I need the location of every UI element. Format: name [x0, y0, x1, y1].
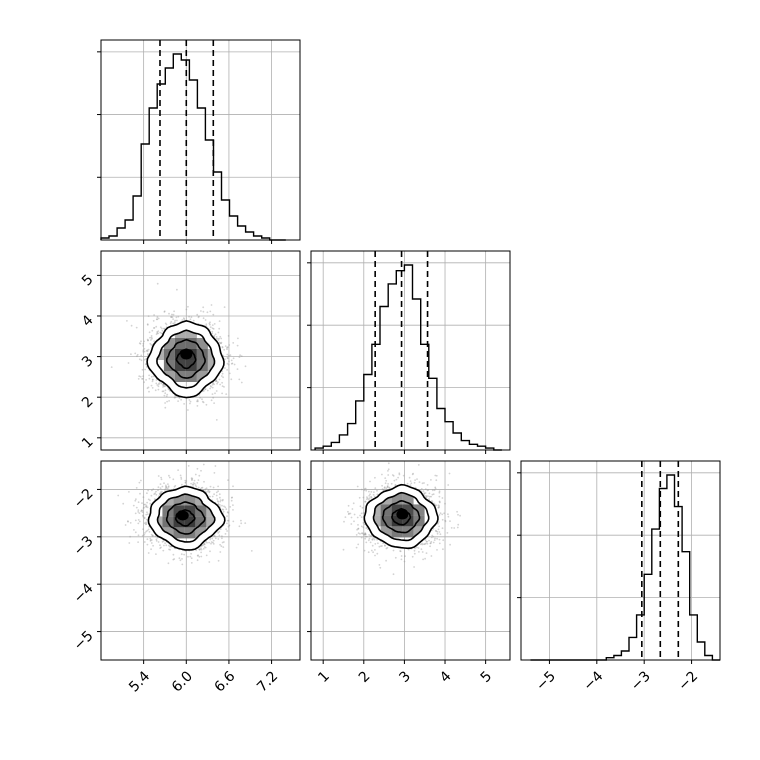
x-tick-label-p0: 7.2	[254, 668, 281, 695]
marginal-hist-p2-background	[521, 461, 720, 660]
x-tick-label-p2: −4	[581, 668, 607, 694]
y-tick-label-p1: 1	[79, 434, 97, 452]
pair-panel-p0-p2-outer-band	[148, 486, 225, 550]
x-tick-label-p0: 6.6	[211, 668, 238, 695]
y-tick-label-p1: 3	[79, 353, 97, 371]
marginal-hist-p1-step	[314, 264, 502, 451]
pair-panel-p1-p2-contents	[342, 462, 461, 576]
marginal-hist-p0-step	[100, 53, 286, 241]
pair-panel-p0-p1-contour-line	[146, 319, 225, 399]
x-tick-label-p0: 5.4	[126, 668, 153, 695]
pair-panel-p0-p1-contour-line	[165, 338, 206, 379]
pair-panel-p1-p2-contour-line	[381, 499, 421, 534]
y-tick-label-p1: 2	[79, 394, 97, 412]
pair-panel-p0-p2-contour-line	[175, 509, 196, 527]
y-tick-label-p2: −4	[71, 580, 97, 606]
x-tick-label-p0: 6.0	[169, 668, 196, 695]
x-tick-label-p1: 2	[356, 668, 374, 686]
pair-panel-p0-p2-border	[100, 460, 301, 661]
y-tick-label-p1: 5	[79, 272, 97, 290]
pair-panel-p0-p2-contour-line	[165, 501, 206, 535]
pair-panel-p1-p2-mode-marker	[396, 509, 409, 520]
marginal-hist-p0-background	[101, 40, 300, 240]
x-tick-label-p1: 1	[315, 668, 333, 686]
x-tick-label-p1: 4	[437, 668, 455, 686]
pair-panel-p1-p2-border	[310, 460, 511, 661]
pair-panel-p0-p2-contour-line	[156, 493, 216, 543]
pair-panel-p0-p1-contour-line	[156, 329, 216, 389]
pair-panel-p0-p1-contour-line	[175, 348, 197, 370]
pair-panel-p1-p2	[307, 460, 511, 664]
y-tick-label-p2: −5	[71, 628, 97, 654]
marginal-hist-p0	[97, 39, 301, 244]
pair-panel-p0-p2-contents	[117, 463, 253, 566]
x-tick-label-p2: −3	[628, 668, 654, 694]
pair-panel-p1-p2-contour-line	[363, 483, 439, 550]
x-tick-label-p1: 3	[396, 668, 414, 686]
marginal-hist-p0-border	[100, 39, 301, 241]
y-tick-label-p2: −3	[71, 533, 97, 559]
y-tick-label-p2: −2	[71, 486, 97, 512]
x-tick-label-p2: −5	[533, 668, 559, 694]
x-tick-label-p1: 5	[478, 668, 496, 686]
pair-panel-p0-p2	[97, 460, 301, 664]
pair-panel-p0-p1-border	[100, 250, 301, 451]
pair-panel-p0-p2-mode-marker	[176, 510, 189, 521]
marginal-hist-p1	[307, 250, 511, 454]
pair-panel-p0-p1-contents	[110, 282, 247, 421]
marginal-hist-p1-border	[310, 250, 511, 451]
pair-panel-p0-p1	[97, 250, 301, 454]
x-tick-label-p2: −2	[675, 668, 701, 694]
marginal-hist-p2-border	[520, 460, 721, 661]
pair-panel-p1-p2-contour-line	[372, 491, 430, 542]
marginal-hist-p1-background	[311, 251, 510, 450]
pair-panel-p0-p1-mode-marker	[180, 349, 193, 360]
marginal-hist-p2	[517, 460, 721, 664]
y-tick-label-p1: 4	[79, 312, 97, 330]
pair-panel-p0-p2-contour-line	[147, 485, 226, 551]
